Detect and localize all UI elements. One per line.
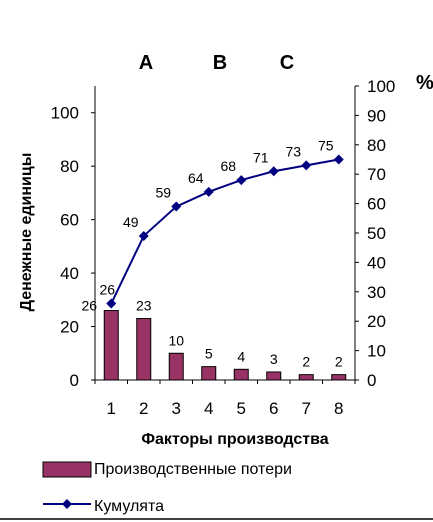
bar-value-label: 26 (81, 298, 97, 314)
group-label-A: A (139, 52, 153, 74)
plot-marks: 26 23 10 5 4 3 2 2 26 49 59 64 68 71 73 75 (81, 138, 347, 381)
x-tick-label: 1 (107, 399, 116, 418)
bar-3 (168, 352, 184, 381)
y-tick-label: 0 (70, 371, 79, 390)
cumulative-value-label: 68 (220, 158, 236, 174)
y-tick-label: 100 (51, 104, 79, 123)
y2-tick-label: 40 (367, 253, 386, 272)
y-tick-label: 80 (60, 157, 79, 176)
x-tick-label: 3 (172, 399, 181, 418)
x-axis-title: Факторы производства (141, 431, 328, 448)
bar-value-label: 3 (270, 351, 278, 367)
cumulative-value-label: 59 (155, 185, 171, 201)
cumulative-point (236, 175, 247, 186)
group-label-C: C (280, 52, 294, 74)
y2-tick-label: 100 (367, 77, 395, 96)
bar-value-label: 4 (237, 348, 245, 364)
cumulative-line (110, 158, 339, 304)
cumulative-value-label: 64 (188, 170, 204, 186)
cumulative-value-label: 75 (318, 138, 334, 154)
x-tick-label: 6 (269, 399, 278, 418)
y2-tick-label: 0 (367, 371, 376, 390)
y2-tick-label: 70 (367, 165, 386, 184)
group-label-B: B (213, 52, 227, 74)
bar-5 (233, 368, 249, 381)
x-tick-label: 7 (302, 399, 311, 418)
cumulative-point (106, 298, 117, 309)
bar-value-label: 2 (302, 354, 310, 370)
legend (42, 461, 92, 509)
y-axis-title: Денежные единицы (18, 153, 35, 312)
y2-tick-label: 90 (367, 106, 386, 125)
cumulative-value-label: 73 (285, 143, 301, 159)
chart-text: Денежные единицы % Факторы производства … (18, 52, 433, 515)
y2-tick-label: 50 (367, 224, 386, 243)
bar-value-label: 5 (205, 346, 213, 362)
bar-6 (266, 371, 282, 381)
x-tick-label: 8 (334, 399, 343, 418)
cumulative-value-label: 26 (99, 282, 115, 298)
y2-tick-label: 80 (367, 136, 386, 155)
x-tick-label: 2 (139, 399, 148, 418)
bar-1 (103, 310, 119, 381)
bar-8 (331, 374, 347, 381)
legend-bar-label: Производственные потери (94, 461, 292, 478)
y2-axis-title: % (416, 72, 433, 94)
bar-value-label: 10 (168, 332, 184, 348)
legend-line-marker (62, 499, 72, 509)
y2-tick-label: 20 (367, 312, 386, 331)
cumulative-value-label: 49 (123, 214, 139, 230)
bar-2 (136, 318, 152, 381)
bar-value-label: 2 (335, 354, 343, 370)
bar-4 (201, 366, 217, 381)
cumulative-point (203, 186, 214, 197)
bar-value-label: 23 (136, 298, 152, 314)
cumulative-point (333, 154, 344, 165)
x-tick-label: 4 (204, 399, 213, 418)
y2-tick-label: 30 (367, 283, 386, 302)
y2-tick-label: 60 (367, 195, 386, 214)
cumulative-point (301, 160, 312, 171)
cumulative-point (138, 230, 149, 241)
x-tick-label: 5 (237, 399, 246, 418)
y-tick-label: 20 (60, 318, 79, 337)
cumulative-point (268, 166, 279, 177)
legend-line-label: Кумулята (94, 498, 164, 515)
y-tick-label: 60 (60, 211, 79, 230)
y-tick-label: 40 (60, 264, 79, 283)
y2-tick-label: 10 (367, 342, 386, 361)
bar-7 (298, 374, 314, 381)
cumulative-point (171, 201, 182, 212)
legend-bar-swatch (42, 461, 92, 478)
cumulative-value-label: 71 (253, 149, 269, 165)
